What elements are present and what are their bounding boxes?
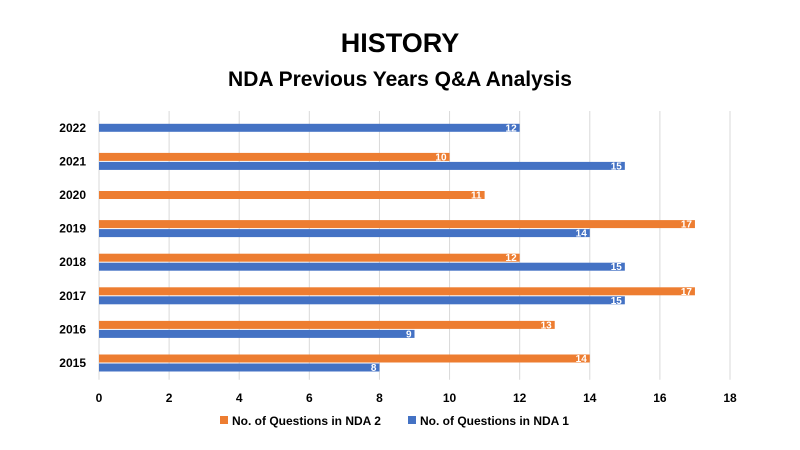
category-label: 2016 bbox=[59, 322, 86, 336]
bar-series-1 bbox=[99, 191, 485, 199]
data-label: 14 bbox=[576, 229, 588, 240]
bar-series-2 bbox=[99, 363, 380, 372]
category-label: 2018 bbox=[59, 255, 86, 269]
bar-series-1 bbox=[99, 152, 450, 161]
x-tick-label: 14 bbox=[583, 391, 597, 405]
x-axis-tick-labels: 0 2 4 6 8 10 12 14 16 18 bbox=[96, 391, 737, 405]
legend-swatch-1 bbox=[220, 416, 228, 424]
data-label: 12 bbox=[506, 123, 518, 134]
bar-series-2 bbox=[99, 161, 625, 170]
x-tick-label: 0 bbox=[96, 391, 103, 405]
bar-series-1 bbox=[99, 287, 695, 296]
category-label: 2021 bbox=[59, 154, 86, 168]
category-label: 2015 bbox=[59, 356, 86, 370]
bar-series-1 bbox=[99, 253, 520, 262]
data-label: 10 bbox=[435, 152, 447, 163]
data-label: 15 bbox=[611, 262, 623, 273]
x-tick-label: 10 bbox=[443, 391, 457, 405]
bar-series-2 bbox=[99, 329, 415, 338]
data-label: 15 bbox=[611, 161, 623, 172]
category-label: 2017 bbox=[59, 289, 86, 303]
data-label: 14 bbox=[576, 354, 588, 365]
data-label: 13 bbox=[541, 320, 553, 331]
bar-series-2 bbox=[99, 296, 625, 305]
x-tick-label: 12 bbox=[513, 391, 527, 405]
category-label: 2020 bbox=[59, 188, 86, 202]
chart-title: HISTORY bbox=[341, 28, 460, 58]
category-axis-labels: 2022 2021 2020 2019 2018 2017 2016 2015 bbox=[59, 121, 86, 370]
x-tick-label: 18 bbox=[723, 391, 737, 405]
bar-series-2 bbox=[99, 123, 520, 132]
x-tick-label: 4 bbox=[236, 391, 243, 405]
bar-series-1 bbox=[99, 320, 555, 329]
data-label: 12 bbox=[506, 253, 518, 264]
legend-label: No. of Questions in NDA 1 bbox=[420, 414, 569, 428]
gridlines bbox=[98, 111, 731, 380]
legend: No. of Questions in NDA 2 No. of Question… bbox=[220, 414, 569, 428]
data-label: 8 bbox=[371, 363, 377, 374]
legend-swatch-2 bbox=[408, 416, 416, 424]
x-tick-label: 2 bbox=[166, 391, 173, 405]
bar-series-2 bbox=[99, 262, 625, 271]
bars: 12 10 15 11 17 14 12 15 17 15 13 9 14 8 bbox=[99, 123, 695, 374]
x-tick-label: 6 bbox=[306, 391, 313, 405]
bar-series-1 bbox=[99, 354, 590, 363]
data-label: 17 bbox=[681, 287, 693, 298]
data-label: 11 bbox=[471, 191, 482, 202]
x-tick-label: 16 bbox=[653, 391, 667, 405]
category-label: 2022 bbox=[59, 121, 86, 135]
legend-label: No. of Questions in NDA 2 bbox=[232, 414, 381, 428]
bar-series-2 bbox=[99, 229, 590, 238]
x-tick-label: 8 bbox=[376, 391, 383, 405]
category-label: 2019 bbox=[59, 222, 86, 236]
data-label: 15 bbox=[611, 296, 623, 307]
data-label: 17 bbox=[681, 220, 693, 231]
bar-series-1 bbox=[99, 220, 695, 229]
chart-subtitle: NDA Previous Years Q&A Analysis bbox=[228, 68, 572, 91]
data-label: 9 bbox=[406, 329, 412, 340]
